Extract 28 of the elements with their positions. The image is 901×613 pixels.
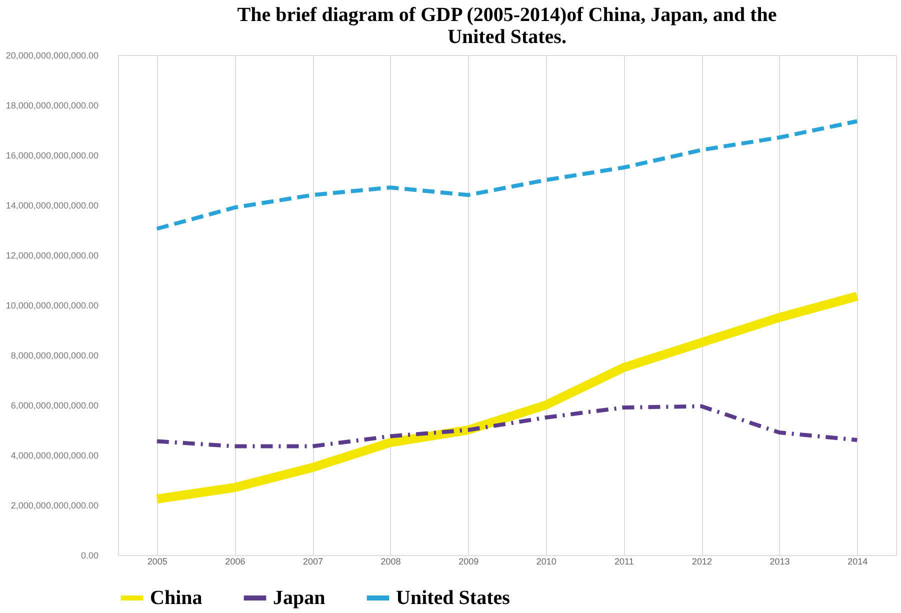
y-tick-label: 20,000,000,000,000.00 [6,50,98,60]
text: The brief diagram of GDP (2005-2014)of China, Japan, and the [237,4,777,26]
y-tick-label: 14,000,000,000,000.00 [6,200,98,210]
y-tick-label: 10,000,000,000,000.00 [6,300,98,310]
y-tick-label: 18,000,000,000,000.00 [6,100,98,110]
x-tick-label: 2006 [225,556,246,566]
y-tick-label: 8,000,000,000,000.00 [10,350,98,360]
x-tick-label: 2007 [302,556,324,566]
x-tick-label: 2012 [692,556,712,566]
x-tick-label: 2014 [848,556,868,566]
x-tick-label: 2013 [770,556,790,566]
legend-label: China [150,587,202,609]
x-tick-label: 2010 [536,556,556,566]
line-series [154,119,860,231]
y-tick-label: 6,000,000,000,000.00 [10,400,98,410]
text: United States. [448,26,566,48]
y-tick-label: 4,000,000,000,000.00 [10,450,98,460]
x-tick-label: 2011 [614,556,634,566]
legend-label: Japan [273,587,326,609]
legend-label: United States [396,587,510,609]
x-tick-label: 2008 [380,556,401,566]
y-tick-label: 16,000,000,000,000.00 [6,150,98,160]
line-series [154,404,860,448]
x-tick-label: 2009 [458,556,479,566]
y-tick-label: 2,000,000,000,000.00 [10,500,98,510]
x-tick-label: 2005 [147,556,168,566]
y-tick-label: 12,000,000,000,000.00 [6,250,98,260]
y-tick-label: 0.00 [80,550,98,560]
